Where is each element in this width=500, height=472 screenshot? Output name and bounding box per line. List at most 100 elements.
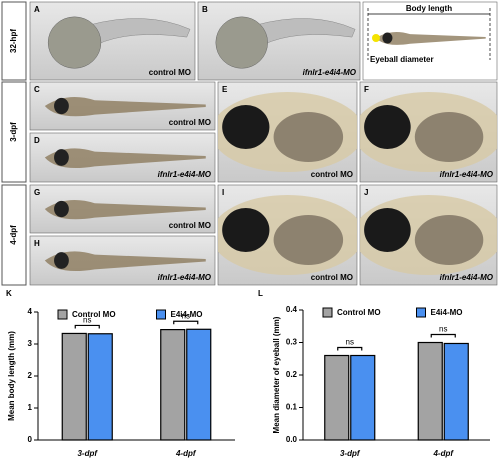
panel-letter: J bbox=[364, 188, 368, 197]
significance-label: ns bbox=[83, 316, 91, 325]
eye-marker bbox=[372, 34, 380, 42]
fish-body bbox=[44, 251, 206, 271]
legend-swatch bbox=[156, 309, 166, 320]
fish-eye bbox=[54, 200, 69, 218]
panel-caption: ifnlr1-e4i4-MO bbox=[303, 68, 357, 77]
gut bbox=[273, 215, 344, 265]
y-tick-label: 3 bbox=[28, 339, 33, 348]
y-tick-label: 0.3 bbox=[286, 338, 298, 347]
panel-content bbox=[360, 92, 497, 172]
fish-eye bbox=[364, 208, 411, 252]
panel-letter: K bbox=[6, 289, 12, 298]
row-label: 32-hpf bbox=[9, 29, 18, 53]
panel-content bbox=[44, 148, 206, 168]
row-label-box bbox=[1, 1, 27, 81]
y-axis-label: Mean body length (mm) bbox=[7, 331, 16, 421]
y-axis-label: Mean diameter of eyeball (mm) bbox=[272, 316, 281, 433]
fish-body bbox=[44, 97, 206, 117]
legend-label: Control MO bbox=[337, 308, 381, 317]
significance-label: ns bbox=[182, 311, 190, 320]
y-tick-label: 0.4 bbox=[286, 305, 298, 314]
x-tick-label: 3-dpf bbox=[340, 449, 361, 458]
gut bbox=[273, 112, 344, 162]
measure-label: Eyeball diameter bbox=[370, 55, 434, 64]
fish-eye bbox=[222, 208, 270, 252]
panel-letter: F bbox=[364, 85, 369, 94]
legend-label: E4i4-MO bbox=[171, 310, 203, 319]
embryo-tail bbox=[254, 18, 356, 46]
gut bbox=[414, 112, 484, 162]
legend-swatch bbox=[416, 307, 426, 318]
row-label: 4-dpf bbox=[9, 225, 18, 245]
legend-swatch bbox=[322, 307, 333, 318]
fish-eye bbox=[222, 105, 270, 149]
fish-body bbox=[44, 148, 206, 168]
panel-content bbox=[44, 200, 206, 220]
bar bbox=[160, 329, 186, 441]
bar bbox=[443, 342, 469, 441]
panel-caption: ifnlr1-e4i4-MO bbox=[440, 273, 494, 282]
y-tick-label: 4 bbox=[28, 307, 33, 316]
bar bbox=[324, 354, 350, 441]
panel-letter: C bbox=[34, 85, 40, 94]
x-tick-label: 3-dpf bbox=[77, 449, 98, 458]
panel-content bbox=[218, 92, 357, 172]
panel-letter: D bbox=[34, 136, 40, 145]
panel-letter: B bbox=[202, 5, 208, 14]
y-tick-label: 0.1 bbox=[286, 403, 298, 412]
bar bbox=[87, 333, 113, 441]
panel-content bbox=[47, 16, 191, 69]
measure-label: Body length bbox=[406, 4, 452, 13]
bar bbox=[350, 354, 376, 441]
significance-label: ns bbox=[439, 325, 447, 334]
yolk bbox=[215, 16, 268, 69]
fish-eye bbox=[364, 105, 411, 149]
y-tick-label: 0.0 bbox=[286, 435, 298, 444]
bar bbox=[417, 341, 443, 441]
row-label: 3-dpf bbox=[9, 122, 18, 142]
significance-bracket bbox=[430, 333, 456, 338]
panel-caption: ifnlr1-e4i4-MO bbox=[158, 170, 212, 179]
panel-content bbox=[360, 195, 497, 275]
gut bbox=[414, 215, 484, 265]
panel-content bbox=[44, 97, 206, 117]
panel-letter: H bbox=[34, 239, 40, 248]
y-tick-label: 0 bbox=[28, 435, 33, 444]
x-tick-label: 4-dpf bbox=[432, 449, 454, 458]
panel-letter: I bbox=[222, 188, 224, 197]
panel-caption: control MO bbox=[311, 170, 353, 179]
panel-caption: ifnlr1-e4i4-MO bbox=[158, 273, 212, 282]
embryo-tail bbox=[87, 18, 191, 46]
yolk bbox=[47, 16, 102, 69]
legend-swatch bbox=[57, 309, 68, 320]
fish-eye bbox=[382, 32, 393, 44]
significance-label: ns bbox=[346, 338, 354, 347]
legend-label: Control MO bbox=[72, 310, 116, 319]
bar bbox=[186, 328, 212, 441]
panel-letter: L bbox=[258, 289, 263, 298]
fish-eye bbox=[54, 252, 69, 269]
panel-caption: control MO bbox=[149, 68, 191, 77]
fish-body bbox=[376, 32, 486, 45]
significance-bracket bbox=[173, 320, 199, 325]
y-tick-label: 0.2 bbox=[286, 370, 298, 379]
panel-content bbox=[44, 251, 206, 271]
x-tick-label: 4-dpf bbox=[175, 449, 197, 458]
panel-caption: ifnlr1-e4i4-MO bbox=[440, 170, 494, 179]
fish-eye bbox=[54, 97, 69, 115]
panel-caption: control MO bbox=[311, 273, 353, 282]
panel-caption: control MO bbox=[169, 118, 211, 127]
panel-content bbox=[218, 195, 357, 275]
row-label-box bbox=[1, 184, 27, 286]
row-label-box bbox=[1, 81, 27, 183]
panel-letter: A bbox=[34, 5, 40, 14]
panel-caption: control MO bbox=[169, 221, 211, 230]
legend-label: E4i4-MO bbox=[431, 308, 463, 317]
panel-letter: E bbox=[222, 85, 228, 94]
fish-eye bbox=[54, 149, 69, 166]
fish-body bbox=[44, 200, 206, 220]
y-tick-label: 2 bbox=[28, 371, 33, 380]
bar bbox=[61, 332, 87, 441]
significance-bracket bbox=[337, 346, 363, 351]
panel-content bbox=[215, 16, 356, 69]
